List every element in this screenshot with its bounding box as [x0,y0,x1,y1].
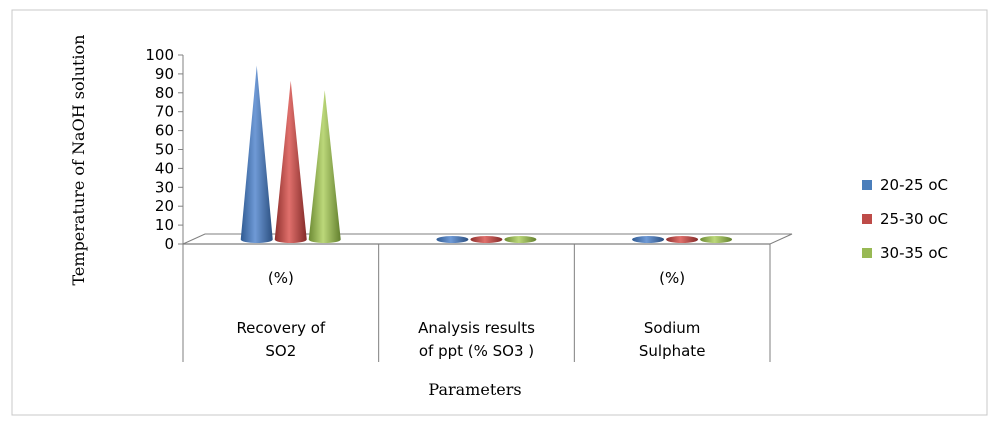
y-tick-label: 20 [155,197,174,215]
y-tick-label: 0 [164,235,174,253]
y-tick-label: 90 [155,65,174,83]
cone-mark [470,236,503,243]
y-tick-label: 10 [155,216,174,234]
cone-mark [240,65,273,244]
category-label: of ppt (% SO3 ) [419,342,534,360]
category-label: Recovery of [236,319,325,337]
legend-swatch [862,248,872,258]
cone-mark [436,236,469,243]
category-label: Sulphate [639,342,706,360]
legend-label: 25-30 oC [880,210,948,228]
cone-mark [700,236,733,243]
legend: 20-25 oC 25-30 oC 30-35 oC [862,176,948,262]
legend-label: 30-35 oC [880,244,948,262]
cone-mark [274,80,307,244]
legend-swatch [862,180,872,190]
cone-mark [666,236,699,243]
category-table: (%) Recovery of SO2 Analysis results of ppt … [182,244,771,362]
y-tick-label: 80 [155,84,174,102]
cone-mark [632,236,665,243]
y-tick-label: 100 [145,46,174,64]
y-axis-title: Temperature of NaOH solution [69,35,88,286]
category-label: (%) [659,269,685,287]
y-tick-label: 50 [155,141,174,159]
legend-swatch [862,214,872,224]
category-label: Sodium [644,319,701,337]
cone-mark [308,90,341,243]
legend-label: 20-25 oC [880,176,948,194]
y-tick-label: 30 [155,178,174,196]
cone-series [240,65,733,244]
y-tick-label: 70 [155,103,174,121]
x-axis-title: Parameters [428,380,521,399]
y-tick-label: 60 [155,122,174,140]
chart-frame [11,9,988,416]
category-label: (%) [268,269,294,287]
cone-mark [504,236,537,243]
y-tick-label: 40 [155,159,174,177]
category-label: SO2 [265,342,296,360]
category-label: Analysis results [418,319,535,337]
